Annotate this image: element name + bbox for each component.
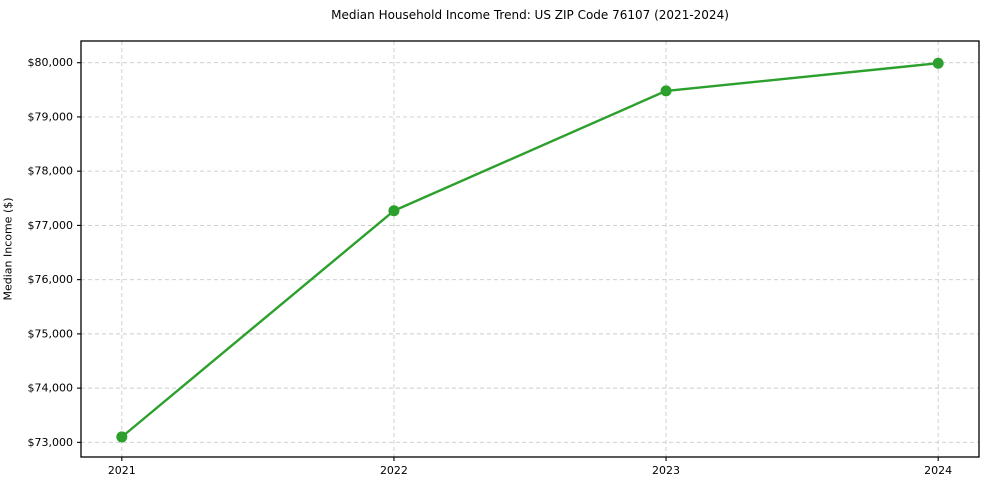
x-tick-label: 2021	[108, 464, 136, 477]
y-tick-label: $73,000	[28, 436, 74, 449]
data-point-marker	[116, 431, 128, 443]
y-tick-label: $78,000	[28, 165, 74, 178]
x-tick-label: 2024	[924, 464, 952, 477]
income-trend-line	[120, 62, 940, 439]
chart-title: Median Household Income Trend: US ZIP Co…	[331, 8, 729, 22]
y-tick-label: $79,000	[28, 110, 74, 123]
x-tick-label: 2023	[652, 464, 680, 477]
x-tick-label: 2022	[380, 464, 408, 477]
data-point-marker	[388, 205, 400, 217]
data-point-marker	[660, 85, 672, 97]
plot-frame	[80, 40, 980, 458]
y-tick-label: $77,000	[28, 219, 74, 232]
y-tick-label: $76,000	[28, 273, 74, 286]
y-tick-label: $80,000	[28, 56, 74, 69]
data-point-marker	[932, 57, 944, 69]
y-tick-label: $74,000	[28, 382, 74, 395]
y-tick-label: $75,000	[28, 327, 74, 340]
